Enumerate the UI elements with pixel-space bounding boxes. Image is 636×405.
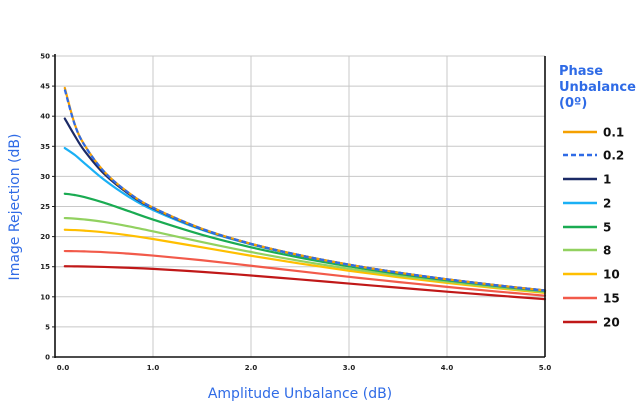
- legend-item-2: 2: [563, 197, 611, 211]
- series-line-5: [63, 192, 547, 293]
- y-axis-title: Image Rejection (dB): [7, 134, 23, 281]
- series-line-15: [63, 249, 547, 297]
- y-tick-label: 15: [40, 263, 50, 271]
- y-tick-label: 20: [40, 233, 50, 241]
- y-tick-label: 35: [40, 143, 50, 151]
- legend-item-1: 1: [563, 173, 611, 187]
- legend-item-20: 20: [563, 316, 620, 330]
- y-tick-label: 5: [45, 323, 50, 331]
- series-line-0-1: [63, 86, 547, 292]
- series-line-10: [63, 228, 547, 294]
- y-tick-label: 10: [40, 293, 50, 301]
- legend-label: 8: [603, 244, 611, 258]
- series-group: [63, 86, 547, 301]
- x-tick-label: 4.0: [441, 364, 454, 372]
- legend: Phase Unbalance (0º) 0.1 0.2 1 2 5 8 10 15 20: [559, 64, 636, 330]
- x-tick-label: 3.0: [343, 364, 356, 372]
- axes: [54, 54, 546, 358]
- legend-title-line-1: Phase: [559, 64, 603, 79]
- series-line-20: [63, 265, 547, 301]
- legend-label: 10: [603, 268, 620, 282]
- legend-label: 15: [603, 292, 620, 306]
- series-line-8: [63, 216, 547, 294]
- y-tick-label: 30: [40, 173, 50, 181]
- legend-item-15: 15: [563, 292, 620, 306]
- legend-label: 0.2: [603, 149, 624, 163]
- legend-title-line-2: Unbalance: [559, 80, 636, 95]
- series-line-2: [63, 146, 547, 292]
- legend-label: 2: [603, 197, 611, 211]
- y-tick-label: 0: [45, 354, 50, 362]
- legend-title-line-3: (0º): [559, 96, 587, 111]
- legend-item-10: 10: [563, 268, 620, 282]
- y-tick-label: 45: [40, 83, 50, 91]
- grid: [52, 55, 546, 358]
- y-tick-label: 40: [40, 113, 50, 121]
- legend-item-5: 5: [563, 221, 611, 235]
- legend-label: 20: [603, 316, 620, 330]
- legend-label: 1: [603, 173, 611, 187]
- series-line-0-2: [63, 89, 546, 292]
- x-tick-label: 1.0: [147, 364, 160, 372]
- y-tick-label: 50: [40, 53, 50, 61]
- legend-label: 5: [603, 221, 611, 235]
- tick-labels: 0 5 10 15 20 25 30 35 40 45 50 0.0 1.0 2.0 3.0 4.0 5.0: [40, 53, 551, 373]
- x-tick-label: 0.0: [57, 364, 70, 372]
- legend-item-0-1: 0.1: [563, 126, 624, 140]
- legend-item-8: 8: [563, 244, 611, 258]
- legend-item-0-2: 0.2: [563, 149, 624, 163]
- x-tick-label: 5.0: [539, 364, 552, 372]
- x-tick-label: 2.0: [245, 364, 258, 372]
- y-tick-label: 25: [40, 203, 50, 211]
- x-axis-title: Amplitude Unbalance (dB): [208, 386, 392, 402]
- legend-label: 0.1: [603, 126, 624, 140]
